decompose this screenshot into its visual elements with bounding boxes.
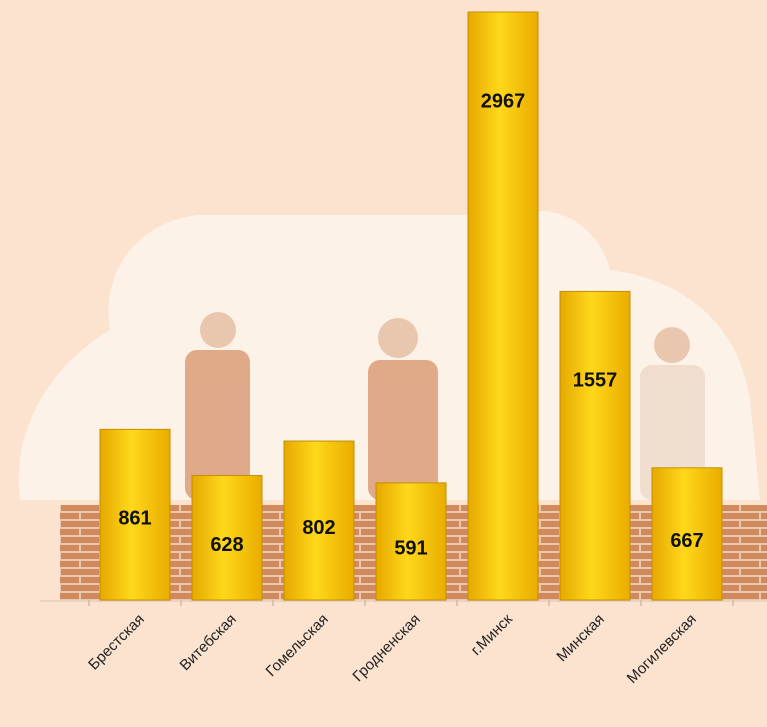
chart: 861Брестская628Витебская802Гомельская591…	[0, 0, 767, 727]
data-label: 628	[210, 534, 243, 556]
data-label: 667	[670, 530, 703, 552]
data-label: 861	[118, 508, 151, 530]
data-label: 591	[394, 538, 427, 560]
data-label: 802	[302, 517, 335, 539]
data-label: 1557	[573, 370, 618, 392]
page: 861Брестская628Витебская802Гомельская591…	[0, 0, 767, 727]
bar	[560, 291, 630, 600]
data-label: 2967	[481, 90, 526, 112]
